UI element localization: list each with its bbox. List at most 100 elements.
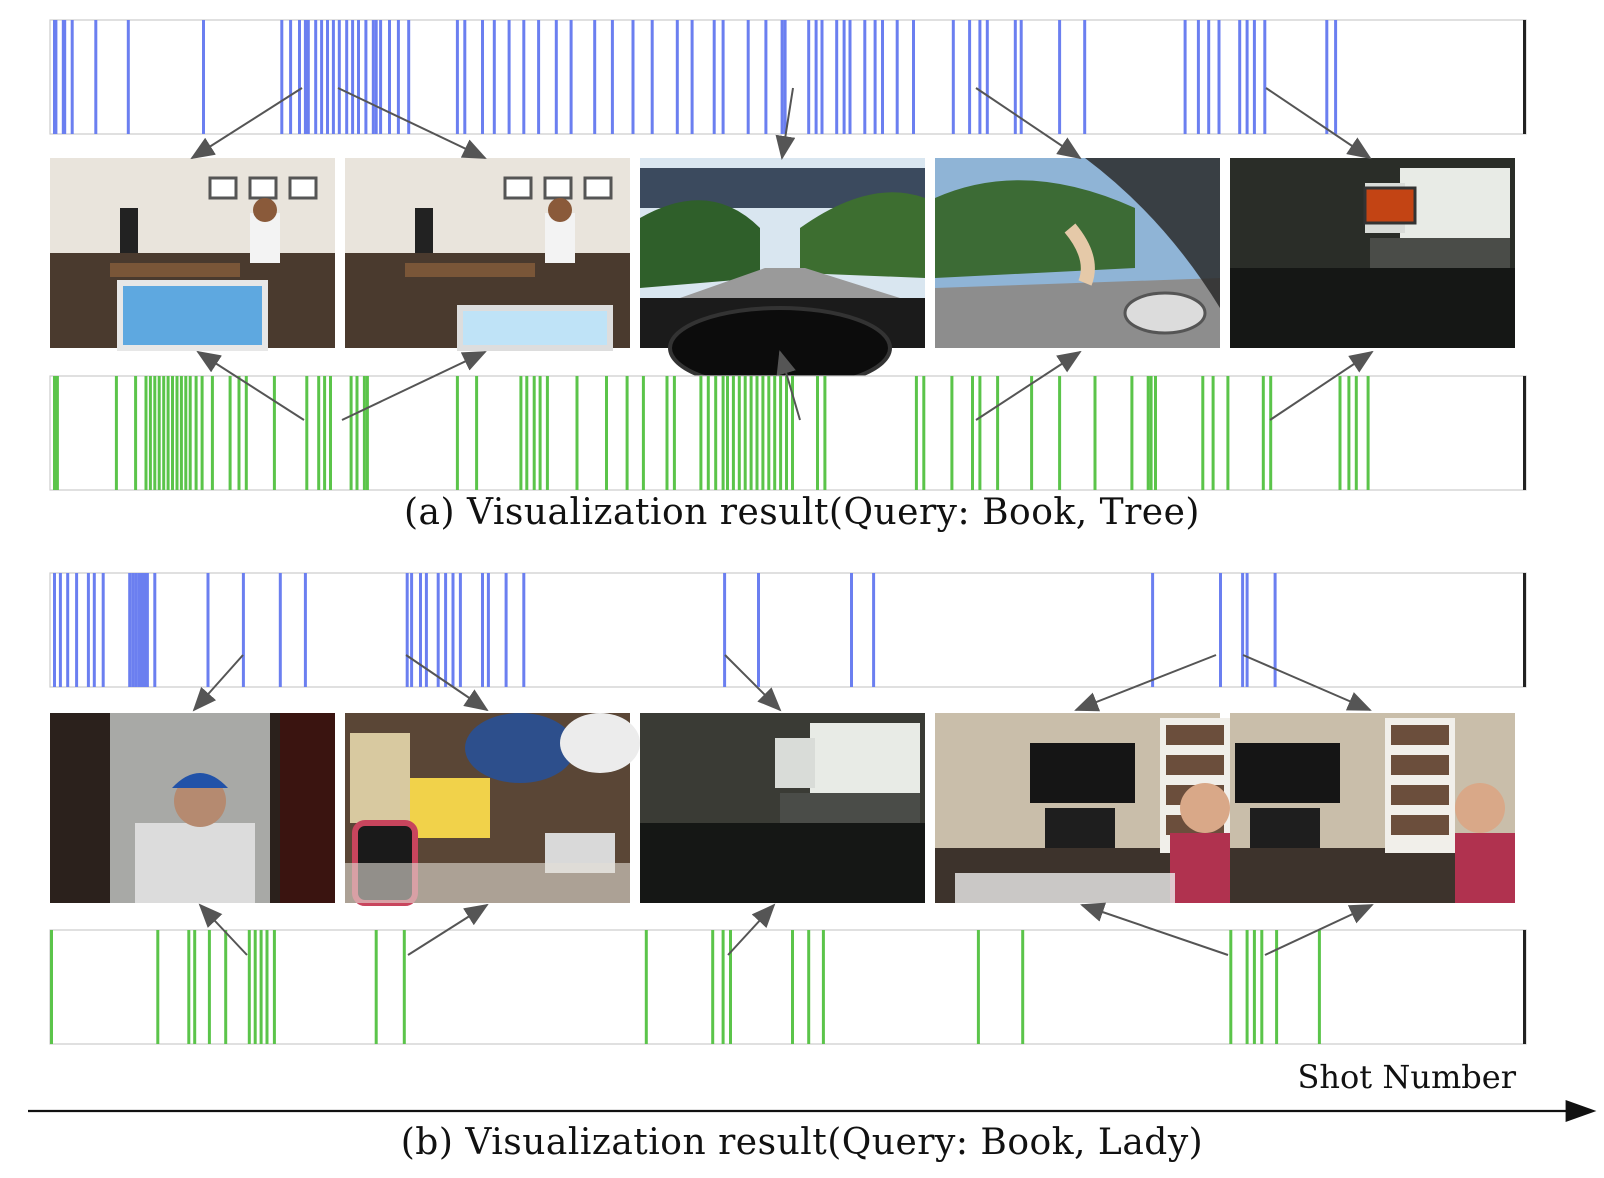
panel-a-blue-shot-bar-1 <box>61 20 67 134</box>
panel-a-blue-shot-bar-57 <box>951 20 955 134</box>
panel-b-blue-shot-bar-10 <box>137 573 141 687</box>
panel-a-green-shot-bar-32 <box>525 376 529 490</box>
panel-a-blue-shot-bar-28 <box>492 20 496 134</box>
panel-a-blue-shot-bar-42 <box>746 20 750 134</box>
panel-a-blue-shot-bar-64 <box>1083 20 1087 134</box>
panel-a-blue-shot-bar-7 <box>289 20 293 134</box>
panel-a-blue-shot-bar-9 <box>303 20 310 134</box>
panel-b-green-shot-bar-15 <box>721 930 725 1044</box>
panel-b-green-shot-bar-8 <box>259 930 263 1044</box>
panel-a-video-frame-1 <box>50 158 335 351</box>
panel-a-green-shot-bar-78 <box>1338 376 1342 490</box>
panel-a-bottom-arrow-2 <box>341 351 487 421</box>
panel-a-top-arrow-1 <box>190 87 303 160</box>
panel-b-blue-shot-bar-33 <box>850 573 853 687</box>
panel-a-blue-shot-bar-15 <box>345 20 349 134</box>
panel-a-blue-shot-bar-43 <box>764 20 768 134</box>
panel-b-blue-shot-bar-1 <box>58 573 62 687</box>
panel-a-green-strip-end <box>1523 376 1526 490</box>
panel-a-green-shot-bar-37 <box>605 376 608 490</box>
panel-a-green-shot-bar-65 <box>996 376 1000 490</box>
panel-b-blue-shot-bar-35 <box>1151 573 1155 687</box>
panel-a-green-shot-bar-81 <box>1366 376 1370 490</box>
panel-a-blue-shot-bar-32 <box>554 20 558 134</box>
panel-b-green-shot-bar-7 <box>253 930 257 1044</box>
panel-a-blue-shot-bar-40 <box>690 20 694 134</box>
panel-b-green-shot-bar-26 <box>1275 930 1279 1044</box>
panel-a-blue-shot-bar-73 <box>1325 20 1329 134</box>
panel-a-green-shot-bar-54 <box>773 376 777 490</box>
caption-b: (b) Visualization result(Query: Book, La… <box>400 1122 1204 1163</box>
panel-a-blue-shot-bar-27 <box>481 20 484 134</box>
panel-b-green-shot-bar-25 <box>1260 930 1264 1044</box>
panel-b-blue-shot-bar-7 <box>128 573 132 687</box>
panel-a-green-shot-bar-45 <box>721 376 725 490</box>
panel-a-green-shot-bar-47 <box>731 376 735 490</box>
panel-a-blue-shot-bar-12 <box>326 20 329 134</box>
panel-b-green-shot-bar-11 <box>374 930 378 1044</box>
panel-a-green-shot-bar-71 <box>1149 376 1153 490</box>
panel-b-top-arrow-2 <box>405 654 489 712</box>
panel-a-blue-shot-bar-74 <box>1334 20 1338 134</box>
panel-a-blue-shot-bar-14 <box>337 20 341 134</box>
panel-b-blue-shot-bar-29 <box>504 573 508 687</box>
panel-b-blue-shot-bar-22 <box>424 573 428 687</box>
panel-b-green-strip-end <box>1523 930 1526 1044</box>
panel-b-blue-shot-bar-39 <box>1273 573 1277 687</box>
panel-b-green-shot-bar-20 <box>976 930 980 1044</box>
panel-a-green-shot-bar-34 <box>538 376 542 490</box>
panel-a-blue-shot-bar-61 <box>1013 20 1017 134</box>
panel-a-green-shot-bar-61 <box>922 376 926 490</box>
panel-b-green-shot-bar-6 <box>247 930 251 1044</box>
panel-a-green-shot-bar-59 <box>823 376 827 490</box>
panel-a-green-shot-bar-46 <box>726 376 729 490</box>
panel-b-blue-shot-bar-28 <box>486 573 490 687</box>
panel-b-blue-shot-bar-0 <box>53 573 56 687</box>
panel-a-green-shot-bar-18 <box>237 376 241 490</box>
panel-a-green-shot-bar-51 <box>755 376 759 490</box>
panel-b-bottom-arrow-2 <box>407 903 489 956</box>
panel-b-blue-shot-bar-27 <box>481 573 484 687</box>
panel-a-green-shot-bar-79 <box>1347 376 1351 490</box>
panel-a-blue-shot-bar-56 <box>912 20 915 134</box>
panel-b-blue-shot-bar-12 <box>143 573 146 687</box>
panel-a-blue-shot-bar-19 <box>371 20 375 134</box>
panel-a-blue-shot-bar-22 <box>396 20 400 134</box>
panel-a-blue-shot-bar-26 <box>463 20 467 134</box>
panel-b-blue-strip <box>49 572 1527 688</box>
panel-a-green-shot-bar-31 <box>519 376 523 490</box>
panel-a-blue-shot-bar-48 <box>820 20 824 134</box>
panel-a-top-arrow-5 <box>1265 87 1372 160</box>
panel-b-green-shot-bar-12 <box>402 930 406 1044</box>
panel-a-blue-shot-bar-6 <box>280 20 284 134</box>
panel-b-blue-shot-bar-19 <box>405 573 409 687</box>
panel-a-green-shot-bar-12 <box>184 376 188 490</box>
panel-a-blue-shot-bar-4 <box>126 20 130 134</box>
panel-b-green-shot-bar-18 <box>807 930 811 1044</box>
panel-a-green-shot-bar-10 <box>175 376 179 490</box>
panel-a-video-frame-4 <box>935 158 1220 348</box>
panel-a-blue-shot-bar-16 <box>351 20 355 134</box>
panel-a-green-shot-bar-22 <box>317 376 321 490</box>
visualization-panel-b <box>49 572 1527 1045</box>
panel-b-blue-shot-bar-13 <box>145 573 149 687</box>
panel-a-blue-shot-bar-30 <box>522 20 526 134</box>
panel-a-green-strip <box>49 375 1527 491</box>
panel-a-green-shot-bar-1 <box>114 376 118 490</box>
panel-a-blue-shot-bar-58 <box>968 20 972 134</box>
panel-b-blue-shot-bar-30 <box>522 573 526 687</box>
panel-a-blue-shot-bar-62 <box>1019 20 1023 134</box>
panel-b-blue-shot-bar-38 <box>1245 573 1249 687</box>
panel-a-blue-shot-bar-23 <box>374 20 378 134</box>
panel-a-blue-shot-bar-29 <box>507 20 511 134</box>
panel-b-blue-shot-bar-16 <box>241 573 245 687</box>
panel-a-green-shot-bar-30 <box>475 376 479 490</box>
panel-a-green-shot-bar-19 <box>244 376 248 490</box>
panel-b-green-shot-bar-0 <box>50 930 53 1044</box>
panel-b-green-shot-bar-19 <box>821 930 825 1044</box>
panel-a-blue-shot-bar-18 <box>364 20 368 134</box>
panel-a-blue-shot-bar-38 <box>675 20 679 134</box>
panel-a-green-shot-bar-16 <box>210 376 214 490</box>
panel-b-blue-shot-bar-14 <box>153 573 157 687</box>
